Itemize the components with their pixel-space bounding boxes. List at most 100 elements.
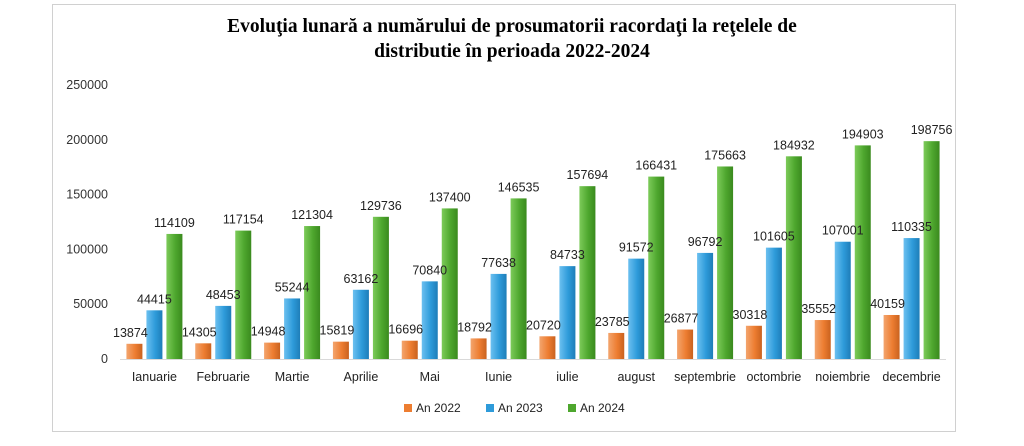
bar-an-2023 (421, 281, 438, 359)
data-label: 23785 (595, 315, 630, 329)
bar-an-2023 (146, 310, 163, 359)
legend-label: An 2023 (498, 401, 543, 415)
legend-swatch (486, 404, 494, 412)
y-tick-label: 0 (101, 352, 108, 366)
data-labels: 13874 44415 114109 14305 48453 117154 14948 552… (113, 123, 952, 340)
bar-an-2022 (608, 332, 625, 359)
x-tick-label: noiembrie (815, 370, 870, 384)
bar-an-2023 (284, 298, 301, 359)
data-label: 14305 (182, 325, 217, 339)
bar-an-2024 (854, 145, 871, 359)
data-label: 175663 (704, 148, 746, 162)
x-tick-label: Mai (420, 370, 440, 384)
data-label: 20720 (526, 318, 561, 332)
bar-an-2023 (559, 266, 576, 359)
bar-an-2024 (441, 208, 458, 359)
bar-an-2023 (215, 305, 232, 359)
chart-frame (52, 4, 956, 432)
bar-an-2024 (579, 186, 596, 359)
data-label: 84733 (550, 248, 585, 262)
x-tick-label: Iunie (485, 370, 512, 384)
data-label: 137400 (429, 190, 471, 204)
bar-an-2022 (470, 338, 487, 359)
data-label: 194903 (842, 127, 884, 141)
bar-an-2022 (883, 314, 900, 359)
data-label: 117154 (223, 213, 264, 227)
bar-an-2023 (765, 247, 782, 359)
bar-an-2022 (677, 329, 694, 359)
x-tick-label: decembrie (882, 370, 940, 384)
bar-an-2024 (648, 176, 665, 359)
legend: An 2022 An 2023 An 2024 (404, 401, 625, 415)
data-label: 77638 (481, 256, 516, 270)
data-label: 55244 (275, 280, 310, 294)
bar-an-2024 (166, 233, 183, 359)
bar-an-2023 (352, 289, 369, 359)
data-label: 44415 (137, 292, 172, 306)
legend-swatch (404, 404, 412, 412)
data-label: 70840 (412, 263, 447, 277)
bar-an-2024 (304, 226, 321, 359)
x-tick-label: Aprilie (344, 370, 379, 384)
data-label: 48453 (206, 288, 241, 302)
x-tick-label: septembrie (674, 370, 736, 384)
data-label: 91572 (619, 241, 654, 255)
x-tick-label: Februarie (197, 370, 251, 384)
chart-title-line-2: distributie în perioada 2022-2024 (374, 41, 650, 62)
bar-an-2022 (126, 343, 143, 359)
x-tick-label: august (617, 370, 655, 384)
data-label: 40159 (870, 297, 905, 311)
y-tick-label: 100000 (66, 242, 108, 256)
x-tick-label: Ianuarie (132, 370, 177, 384)
data-label: 114109 (154, 216, 195, 230)
data-label: 35552 (801, 302, 836, 316)
data-label: 166431 (635, 159, 677, 173)
bars (126, 141, 940, 359)
bar-an-2022 (539, 336, 556, 359)
data-label: 26877 (664, 312, 699, 326)
data-label: 110335 (891, 220, 932, 234)
bar-an-2022 (332, 341, 349, 359)
y-tick-label: 200000 (66, 133, 108, 147)
legend-label: An 2024 (580, 401, 625, 415)
bar-an-2023 (834, 241, 851, 359)
x-tick-label: iulie (556, 370, 578, 384)
data-label: 16696 (388, 323, 423, 337)
data-label: 157694 (567, 168, 609, 182)
data-label: 13874 (113, 326, 148, 340)
y-axis: 0 50000 100000 150000 200000 250000 (66, 78, 108, 366)
bar-an-2024 (785, 156, 802, 359)
bar-an-2022 (745, 325, 762, 359)
bar-an-2022 (814, 320, 831, 359)
data-label: 184932 (773, 138, 815, 152)
legend-swatch (568, 404, 576, 412)
data-label: 107001 (822, 224, 864, 238)
data-label: 18792 (457, 320, 492, 334)
data-label: 96792 (688, 235, 723, 249)
bar-an-2023 (628, 258, 645, 359)
data-label: 198756 (911, 123, 953, 137)
chart-title: Evoluţia lunară a numărului de prosumato… (0, 14, 1024, 64)
bar-an-2024 (372, 216, 389, 359)
x-axis: Ianuarie Februarie Martie Aprilie Mai Iunie iu… (120, 359, 946, 384)
bar-an-2022 (401, 340, 418, 359)
bar-an-2024 (235, 230, 252, 359)
y-tick-label: 250000 (66, 78, 108, 92)
y-tick-label: 50000 (73, 297, 108, 311)
bar-an-2024 (510, 198, 527, 359)
bar-an-2023 (490, 273, 507, 359)
y-tick-label: 150000 (66, 188, 108, 202)
data-label: 63162 (344, 272, 379, 286)
chart-title-line-1: Evoluţia lunară a numărului de prosumato… (227, 16, 797, 37)
bar-an-2023 (903, 238, 920, 359)
data-label: 30318 (733, 308, 768, 322)
data-label: 121304 (291, 208, 333, 222)
bar-an-2022 (195, 343, 212, 359)
x-tick-label: octombrie (746, 370, 801, 384)
data-label: 15819 (320, 324, 355, 338)
data-label: 129736 (360, 199, 402, 213)
bar-an-2023 (697, 252, 714, 359)
bar-an-2024 (717, 166, 734, 359)
x-tick-label: Martie (275, 370, 310, 384)
